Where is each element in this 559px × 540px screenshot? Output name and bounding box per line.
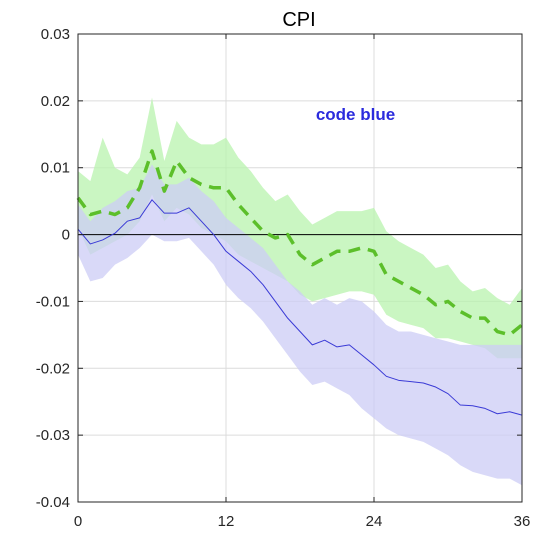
y-tick-label: 0.02 [41,93,70,110]
series-lines [76,149,524,416]
chart-annotation: code blue [316,105,395,124]
x-axis-ticks: 0 12 24 36 [74,34,531,530]
y-tick-label: 0.01 [41,160,70,177]
confidence-band-2 [78,164,522,486]
axes-box [77,33,523,503]
series-line-1 [76,149,524,337]
y-tick-label: -0.03 [36,427,70,444]
y-tick-label: -0.02 [36,360,70,377]
x-tick-label: 24 [366,513,383,530]
y-tick-label: -0.04 [36,494,70,511]
x-tick-label: 36 [514,513,531,530]
x-tick-label: 0 [74,513,82,530]
y-axis-ticks: -0.04 -0.03 -0.02 -0.01 0 0.01 0.02 0.03 [36,26,522,511]
series-line-2 [77,199,523,416]
confidence-bands [78,97,522,486]
y-tick-label: -0.01 [36,293,70,310]
confidence-band-1 [78,97,522,359]
y-tick-label: 0 [62,227,70,244]
x-tick-label: 12 [218,513,235,530]
plot-frame [77,33,523,503]
chart-title: CPI [282,9,315,31]
y-tick-label: 0.03 [41,26,70,43]
